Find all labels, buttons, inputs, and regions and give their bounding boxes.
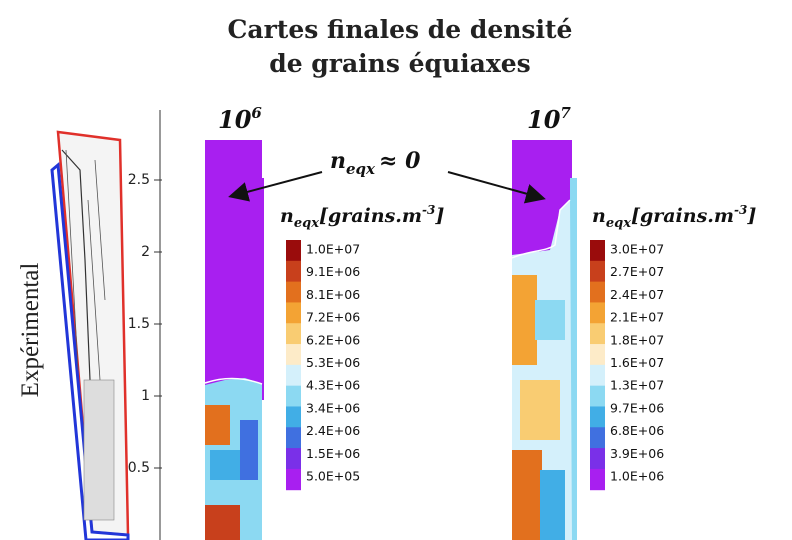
legend-label: 3.0E+07 xyxy=(610,242,664,257)
legend-swatch xyxy=(590,260,605,283)
legend-swatch xyxy=(590,323,605,345)
panels: 106 neqx[grains.m-3] 1.0E+07 9.1E+06 8.1E+06… xyxy=(218,104,756,491)
legend-swatch xyxy=(286,281,301,303)
title-line: Cartes finales de densité xyxy=(228,15,573,44)
legend-label: 2.7E+07 xyxy=(610,264,664,279)
legend-label: 6.2E+06 xyxy=(306,332,360,347)
legend-swatch xyxy=(286,468,301,491)
legend-label: 7.2E+06 xyxy=(306,310,360,325)
legend-title: neqx[grains.m-3] xyxy=(280,203,444,231)
legend-swatch xyxy=(590,406,605,428)
legend-swatch xyxy=(590,468,605,491)
panel-heading: 107 xyxy=(527,104,571,134)
legend-label: 5.3E+06 xyxy=(306,355,360,370)
legend-swatch xyxy=(286,260,301,283)
legend-label: 2.1E+07 xyxy=(610,310,664,325)
tick-label: 1 xyxy=(141,388,150,404)
arrow xyxy=(228,171,323,202)
legend-swatch xyxy=(590,364,605,387)
legend-label: 1.3E+07 xyxy=(610,378,664,393)
legend-label: 3.4E+06 xyxy=(306,400,360,415)
legend-label: 1.5E+06 xyxy=(306,446,360,461)
legend-swatch xyxy=(590,385,605,407)
legend-title: neqx[grains.m-3] xyxy=(592,203,756,231)
legend-swatch xyxy=(286,344,301,366)
ingot-sketch xyxy=(50,130,130,540)
arrow xyxy=(447,171,546,204)
legend-label: 1.0E+06 xyxy=(610,469,664,484)
legend-swatch xyxy=(590,448,605,470)
legend-label: 6.8E+06 xyxy=(610,423,664,438)
legend-swatch xyxy=(286,385,301,407)
legend-label: 1.8E+07 xyxy=(610,332,664,347)
legend-label: 9.7E+06 xyxy=(610,400,664,415)
legend-swatch xyxy=(286,240,301,262)
legend-label: 1.6E+07 xyxy=(610,355,664,370)
legend-swatch xyxy=(286,364,301,387)
legend-label: 5.0E+05 xyxy=(306,469,360,484)
legend-swatch xyxy=(590,427,605,449)
legend-label: 2.4E+06 xyxy=(306,423,360,438)
legend-swatch xyxy=(590,344,605,366)
density-map xyxy=(204,140,264,540)
panel-heading: 106 xyxy=(218,104,262,134)
legend-swatch xyxy=(286,302,301,324)
legend-swatch xyxy=(286,323,301,345)
axis: 2.5 2 1.5 1 0.5 xyxy=(128,172,162,476)
legend-label: 4.3E+06 xyxy=(306,378,360,393)
density-map xyxy=(511,140,577,540)
legend-label: 1.0E+07 xyxy=(306,242,360,257)
side-label: Expérimental xyxy=(17,263,44,398)
annotation: neqx ≈ 0 xyxy=(330,148,421,178)
tick-label: 2.5 xyxy=(128,172,150,188)
legend-label: 9.1E+06 xyxy=(306,264,360,279)
tick-label: 1.5 xyxy=(128,316,150,332)
legend-swatch xyxy=(286,448,301,470)
title-line: de grains équiaxes xyxy=(269,49,531,78)
legend-swatch xyxy=(286,427,301,449)
tick-label: 0.5 xyxy=(128,460,150,476)
legend-label: 3.9E+06 xyxy=(610,446,664,461)
legend-label: 8.1E+06 xyxy=(306,287,360,302)
legend-swatch xyxy=(286,406,301,428)
legend-label: 2.4E+07 xyxy=(610,287,664,302)
legend-swatch xyxy=(590,302,605,324)
legend-swatch xyxy=(590,281,605,303)
legend-swatch xyxy=(590,240,605,262)
tick-label: 2 xyxy=(141,244,150,260)
